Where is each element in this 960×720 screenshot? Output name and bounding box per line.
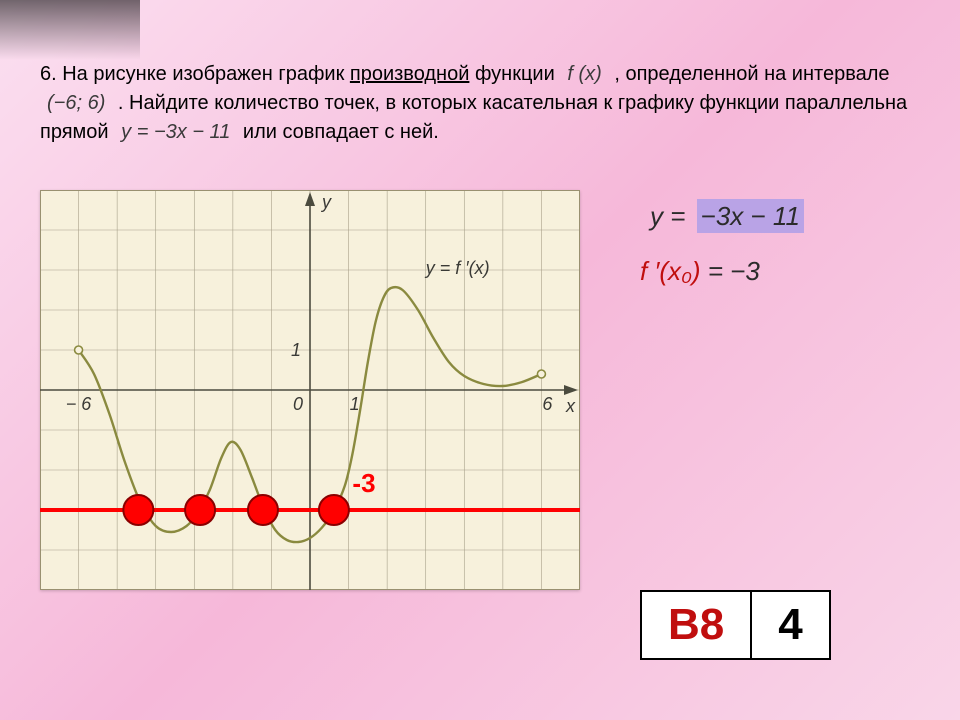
chart-svg: − 6 0 1 6 1 x y y = f ′(x) -3 [40, 190, 580, 590]
svg-text:-3: -3 [352, 468, 375, 498]
svg-text:x: x [565, 396, 576, 416]
fx-expr: f (x) [562, 60, 606, 89]
svg-text:1: 1 [350, 394, 360, 414]
eq-highlight: −3x − 11 [697, 199, 804, 233]
answer-value: 4 [751, 591, 829, 659]
svg-text:− 6: − 6 [66, 394, 93, 414]
dark-corner-overlay [0, 0, 140, 60]
text-mid4: или совпадает с ней. [243, 121, 439, 143]
answer-table: В8 4 [640, 590, 831, 660]
derivative-value-equation: f ′(x₀) = −3 [640, 256, 814, 287]
fprime-expr: f ′(x₀) [640, 256, 701, 286]
svg-text:6: 6 [542, 394, 553, 414]
side-formulas: y = −3x − 11 f ′(x₀) = −3 [640, 195, 814, 287]
svg-text:1: 1 [291, 340, 301, 360]
text-mid2: , определенной на интервале [614, 63, 889, 85]
svg-text:y: y [320, 192, 332, 212]
text-prefix: 6. На рисунке изображен график [40, 63, 350, 85]
text-mid1: функции [475, 63, 560, 85]
derivative-chart: − 6 0 1 6 1 x y y = f ′(x) -3 [40, 190, 580, 590]
tangent-line-equation: y = −3x − 11 [640, 195, 814, 238]
line-eq-inline: y = −3x − 11 [116, 118, 235, 147]
derivative-word: производной [350, 63, 470, 85]
eq-left: y = [650, 201, 693, 231]
problem-statement: 6. На рисунке изображен график производн… [40, 60, 920, 147]
svg-text:y = f ′(x): y = f ′(x) [424, 258, 490, 278]
equals-part: = −3 [701, 256, 760, 286]
interval-expr: (−6; 6) [42, 89, 110, 118]
svg-text:0: 0 [293, 394, 303, 414]
answer-code: В8 [641, 591, 751, 659]
